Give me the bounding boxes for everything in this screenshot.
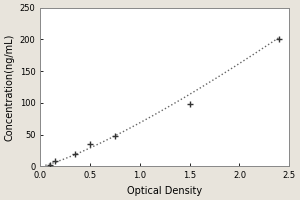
- Y-axis label: Concentration(ng/mL): Concentration(ng/mL): [4, 33, 14, 141]
- X-axis label: Optical Density: Optical Density: [127, 186, 202, 196]
